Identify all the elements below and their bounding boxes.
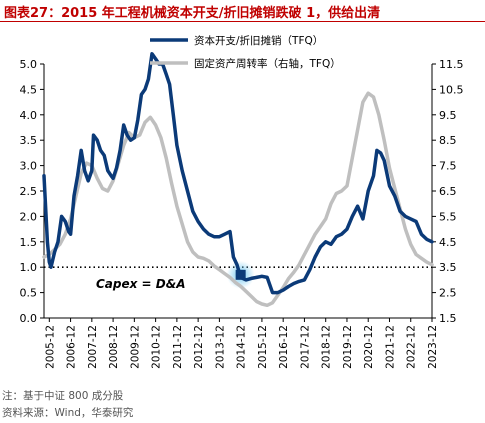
x-tick-label: 2022-12 xyxy=(406,325,418,369)
x-tick-label: 2014-12 xyxy=(236,325,248,369)
annotation-capex-da: Capex = D&A xyxy=(96,277,186,291)
y-left-tick-label: 1.5 xyxy=(20,236,38,249)
x-tick-label: 2023-12 xyxy=(427,325,439,369)
legend-label-turnover: 固定资产周转率（右轴，TFQ） xyxy=(194,57,341,70)
x-tick-label: 2016-12 xyxy=(278,325,290,369)
y-left-tick-label: 0.0 xyxy=(20,312,38,325)
y-left-tick-label: 3.5 xyxy=(20,134,38,147)
x-tick-label: 2019-12 xyxy=(342,325,354,369)
y-right-tick-label: 9.5 xyxy=(439,109,457,122)
title-divider xyxy=(0,21,485,22)
series-line-capex-ratio xyxy=(42,52,434,295)
y-right-tick-label: 10.5 xyxy=(439,83,464,96)
y-right-tick-label: 11.5 xyxy=(439,58,464,71)
x-tick-label: 2021-12 xyxy=(384,325,396,369)
figure-title: 图表27：2015 年工程机械资本开支/折旧摊销跌破 1，供给出清 xyxy=(4,6,381,21)
y-right-tick-label: 4.5 xyxy=(439,236,457,249)
y-right-tick-label: 5.5 xyxy=(439,210,457,223)
footnote: 注：基于中证 800 成分股 xyxy=(2,390,124,402)
y-right-tick-label: 7.5 xyxy=(439,160,457,173)
y-right-tick-label: 3.5 xyxy=(439,261,457,274)
highlight-marker xyxy=(235,269,246,280)
y-left-tick-label: 4.5 xyxy=(20,83,38,96)
y-right-tick-label: 8.5 xyxy=(439,134,457,147)
x-tick-label: 2009-12 xyxy=(129,325,141,369)
x-tick-label: 2013-12 xyxy=(214,325,226,369)
x-tick-label: 2011-12 xyxy=(172,325,184,369)
legend-label-capex-ratio: 资本开支/折旧摊销（TFQ） xyxy=(194,34,323,47)
x-tick-label: 2015-12 xyxy=(257,325,269,369)
x-tick-label: 2008-12 xyxy=(108,325,120,369)
x-tick-label: 2010-12 xyxy=(151,325,163,369)
x-tick-label: 2017-12 xyxy=(299,325,311,369)
x-tick-label: 2005-12 xyxy=(44,325,56,369)
y-left-tick-label: 4.0 xyxy=(20,109,38,122)
x-tick-label: 2018-12 xyxy=(321,325,333,369)
x-tick-label: 2006-12 xyxy=(66,325,78,369)
series-line-turnover xyxy=(42,91,434,308)
x-tick-label: 2020-12 xyxy=(363,325,375,369)
x-tick-label: 2012-12 xyxy=(193,325,205,369)
y-right-tick-label: 2.5 xyxy=(439,287,457,300)
y-left-tick-label: 1.0 xyxy=(20,261,38,274)
y-left-tick-label: 3.0 xyxy=(20,160,38,173)
y-left-tick-label: 2.5 xyxy=(20,185,38,198)
source-line: 资料来源：Wind，华泰研究 xyxy=(2,407,134,419)
y-left-tick-label: 2.0 xyxy=(20,210,38,223)
y-right-tick-label: 1.5 xyxy=(439,312,457,325)
y-left-tick-label: 5.0 xyxy=(20,58,38,71)
y-right-tick-label: 6.5 xyxy=(439,185,457,198)
y-left-tick-label: 0.5 xyxy=(20,287,38,300)
legend: 资本开支/折旧摊销（TFQ） 固定资产周转率（右轴，TFQ） xyxy=(150,34,341,70)
x-tick-label: 2007-12 xyxy=(87,325,99,369)
